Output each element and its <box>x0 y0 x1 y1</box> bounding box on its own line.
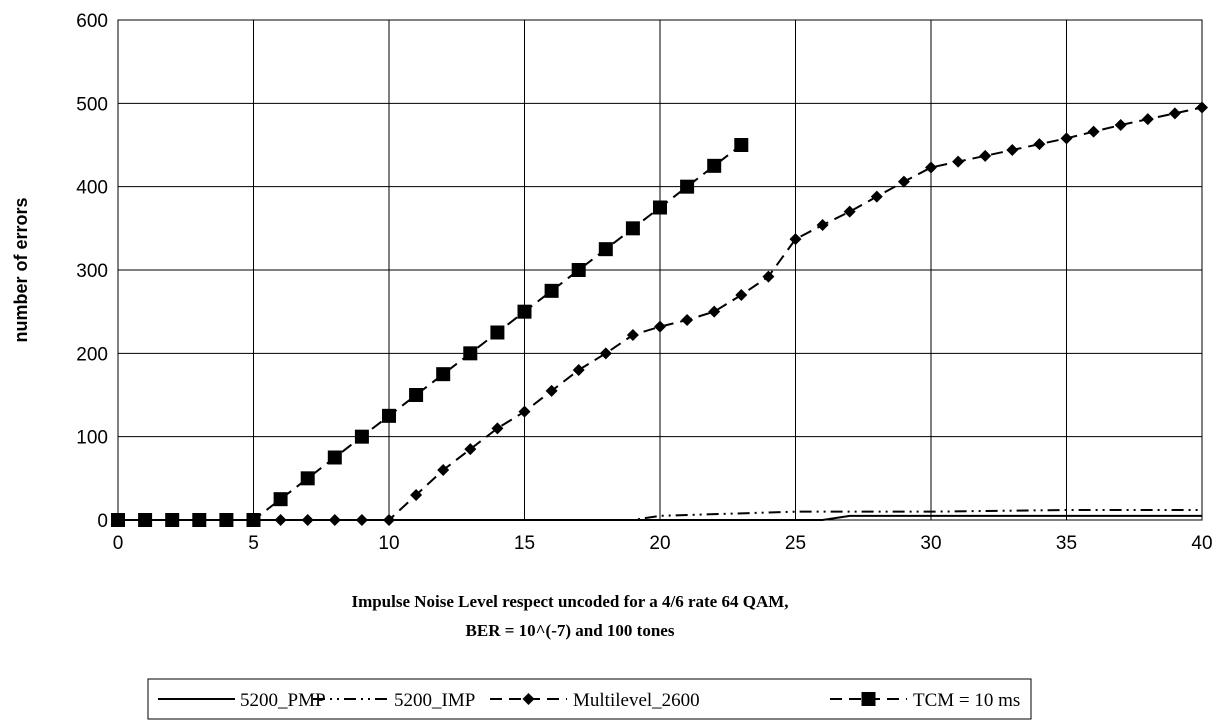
legend-item: Multilevel_2600 <box>490 690 700 711</box>
x-tick-label: 15 <box>514 533 535 554</box>
x-tick-label: 0 <box>113 533 124 554</box>
data-point <box>625 221 640 236</box>
legend-label: 5200_PMP <box>240 690 326 711</box>
data-point <box>626 329 639 341</box>
data-point <box>843 205 856 218</box>
data-point <box>925 161 937 174</box>
data-point <box>708 305 721 318</box>
data-point <box>1114 119 1127 131</box>
data-point <box>816 219 829 231</box>
x-tick-label: 20 <box>649 533 670 554</box>
data-point <box>437 464 450 476</box>
data-point <box>572 364 585 376</box>
legend-item: TCM = 10 ms <box>830 690 1020 711</box>
data-point <box>273 492 288 507</box>
data-point <box>219 513 234 527</box>
data-point <box>897 175 910 188</box>
y-axis-title: number of errors <box>11 197 31 342</box>
series-line <box>118 106 1203 521</box>
data-point <box>491 422 504 435</box>
data-point <box>192 513 207 527</box>
y-tick-label: 400 <box>76 178 108 199</box>
legend-marker <box>522 693 535 705</box>
data-point <box>544 283 559 298</box>
data-point <box>410 489 423 501</box>
x-tick-label: 10 <box>378 533 399 554</box>
series-line <box>118 144 742 521</box>
legend: 5200_PMP 5200_IMP Multilevel_2600 TCM = 10 … <box>147 678 1032 720</box>
data-point <box>517 304 532 319</box>
legend-item: 5200_PMP <box>158 690 326 711</box>
y-tick-label: 500 <box>76 94 108 115</box>
data-point <box>734 138 749 152</box>
x-axis-title-line2: BER = 10^(-7) and 100 tones <box>466 621 675 640</box>
data-point <box>654 320 666 333</box>
data-point <box>707 158 722 173</box>
data-point <box>680 179 695 194</box>
data-point <box>1060 132 1073 145</box>
data-point <box>111 513 125 527</box>
y-tick-label: 200 <box>76 344 108 365</box>
legend-item: 5200_IMP <box>313 690 475 711</box>
series-layer <box>111 101 1208 527</box>
x-tick-label: 30 <box>920 533 941 554</box>
data-point <box>382 408 396 423</box>
legend-label: TCM = 10 ms <box>913 690 1020 711</box>
data-point <box>1087 125 1100 138</box>
data-point <box>762 270 775 283</box>
data-point <box>436 367 451 382</box>
x-tick-label: 40 <box>1191 533 1212 554</box>
data-point <box>327 450 342 465</box>
x-tick-label: 25 <box>785 533 806 554</box>
data-point <box>383 514 395 526</box>
data-point <box>735 289 748 301</box>
y-tick-label: 600 <box>76 11 108 32</box>
data-point <box>653 200 667 215</box>
data-point <box>952 155 965 168</box>
data-point <box>789 233 802 246</box>
data-point <box>1196 101 1208 114</box>
data-point <box>300 471 315 486</box>
data-point <box>274 514 287 526</box>
y-tick-label: 300 <box>76 261 108 282</box>
data-point <box>571 263 586 277</box>
data-point <box>490 325 505 340</box>
data-point <box>246 513 261 527</box>
data-point <box>1168 107 1181 120</box>
data-point <box>1033 138 1046 151</box>
data-point <box>355 514 368 526</box>
legend-marker <box>861 692 876 706</box>
grid <box>117 19 1203 521</box>
legend-label: Multilevel_2600 <box>573 690 700 711</box>
series-1 <box>118 509 1202 521</box>
x-tick-label: 35 <box>1056 533 1077 554</box>
data-point <box>870 190 883 203</box>
data-point <box>463 346 478 361</box>
series-3 <box>111 138 749 527</box>
data-point <box>301 514 314 526</box>
data-point <box>1006 144 1019 156</box>
data-point <box>1141 113 1154 126</box>
y-tick-label: 100 <box>76 428 108 449</box>
data-point <box>409 388 424 402</box>
x-tick-label: 5 <box>248 533 259 554</box>
data-point <box>354 429 369 444</box>
data-point <box>545 384 558 397</box>
data-point <box>165 513 180 527</box>
data-point <box>598 242 613 257</box>
y-tick-label: 0 <box>97 511 108 532</box>
data-point <box>681 314 694 326</box>
data-point <box>328 514 341 526</box>
data-point <box>464 443 477 456</box>
series-line <box>118 509 1202 521</box>
legend-box <box>147 678 1032 720</box>
legend-label: 5200_IMP <box>394 690 475 711</box>
data-point <box>599 347 612 360</box>
data-point <box>518 405 531 418</box>
x-axis-title-line1: Impulse Noise Level respect uncoded for … <box>351 592 788 611</box>
data-point <box>138 513 153 527</box>
data-point <box>979 149 992 162</box>
